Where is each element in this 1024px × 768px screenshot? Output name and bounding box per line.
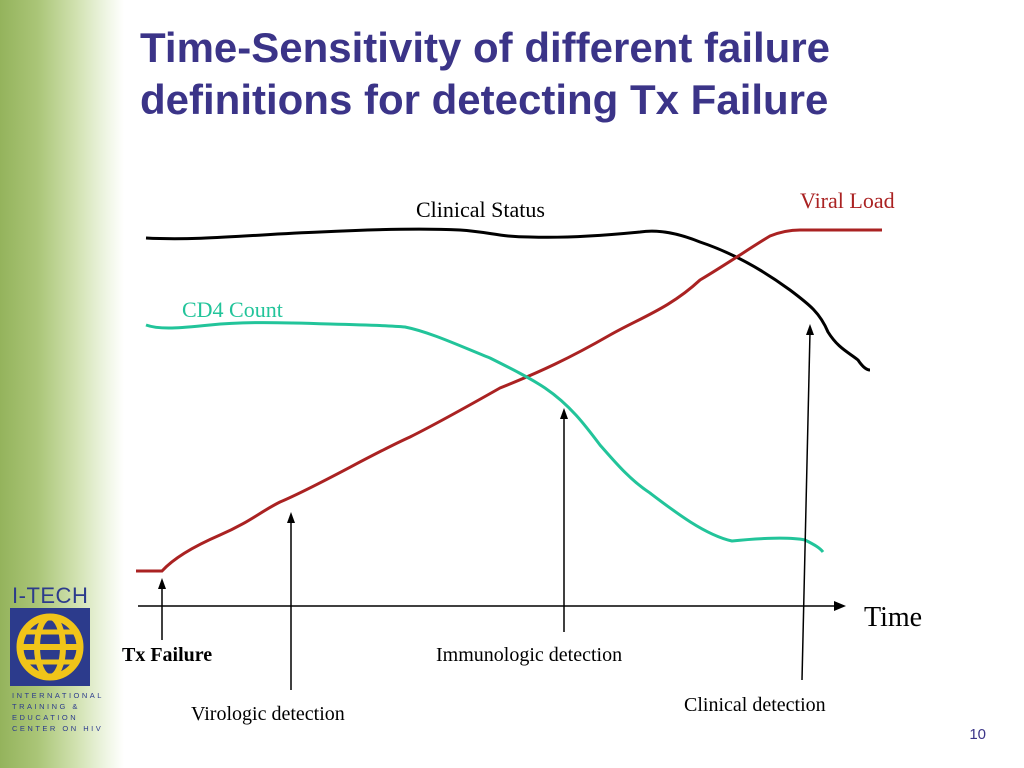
slide-title: Time-Sensitivity of different failure de… <box>140 24 831 123</box>
cd4-count-curve <box>145 321 825 553</box>
viral-load-curve <box>136 228 882 573</box>
clinical-status-curve <box>145 227 871 372</box>
immunologic-arrowhead <box>560 408 568 419</box>
viral-load-label: Viral Load <box>800 188 895 213</box>
clinical-arrowhead <box>806 324 814 335</box>
cd4-count-label: CD4 Count <box>182 297 283 322</box>
logo-title: I-TECH <box>12 583 89 608</box>
tx-failure-label: Tx Failure <box>122 644 212 666</box>
tx-failure-arrowhead <box>158 578 166 589</box>
clinical-detection-label: Clinical detection <box>684 694 826 716</box>
time-axis-arrowhead <box>834 601 846 611</box>
globe-icon <box>10 608 90 686</box>
clinical-status-label: Clinical Status <box>416 197 545 222</box>
virologic-detection-label: Virologic detection <box>191 703 345 725</box>
virologic-arrowhead <box>287 512 295 523</box>
logo-text: INTERNATIONAL TRAINING & EDUCATION CENTE… <box>12 691 104 733</box>
page-number: 10 <box>969 726 986 743</box>
clinical-arrow <box>801 331 811 681</box>
immunologic-detection-label: Immunologic detection <box>436 644 622 666</box>
time-axis-label: Time <box>864 602 922 633</box>
